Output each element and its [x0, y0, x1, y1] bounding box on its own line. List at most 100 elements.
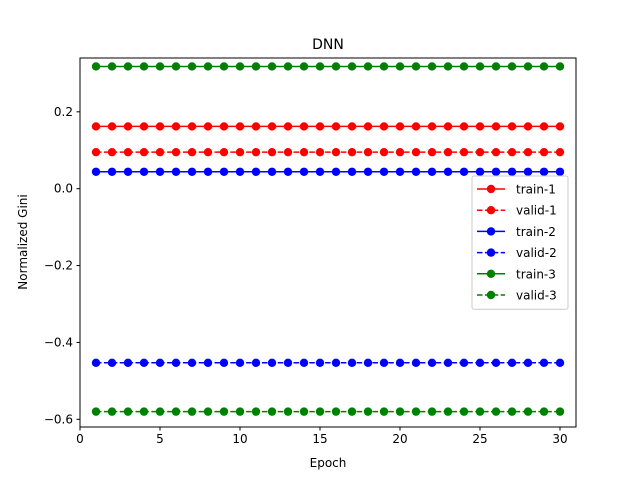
data-point	[475, 147, 485, 157]
data-point	[507, 407, 517, 416]
data-point	[283, 407, 293, 416]
data-point	[411, 62, 421, 71]
data-point	[187, 147, 197, 157]
data-point	[219, 122, 229, 131]
data-point	[347, 167, 357, 176]
legend-marker	[486, 227, 496, 236]
data-point	[443, 147, 453, 157]
data-point	[555, 62, 565, 71]
data-point	[347, 62, 357, 71]
data-point	[379, 407, 389, 416]
data-point	[523, 147, 533, 157]
data-point	[251, 122, 261, 131]
data-point	[459, 167, 469, 176]
data-point	[123, 122, 133, 131]
data-point	[363, 407, 373, 416]
data-point	[155, 122, 165, 131]
data-point	[443, 167, 453, 176]
data-point	[203, 358, 213, 368]
data-point	[91, 62, 101, 71]
data-point	[555, 167, 565, 176]
data-point	[331, 358, 341, 368]
legend-marker	[486, 248, 496, 257]
data-point	[475, 407, 485, 416]
data-point	[555, 122, 565, 131]
y-tick-label: 0.0	[54, 182, 73, 196]
data-point	[155, 167, 165, 176]
data-point	[267, 358, 277, 368]
y-tick-label: −0.2	[44, 259, 73, 273]
data-point	[155, 147, 165, 157]
data-point	[235, 167, 245, 176]
data-point	[267, 122, 277, 131]
data-point	[395, 358, 405, 368]
data-point	[315, 167, 325, 176]
data-point	[235, 147, 245, 157]
data-point	[443, 407, 453, 416]
data-point	[395, 122, 405, 131]
data-point	[507, 358, 517, 368]
data-point	[123, 407, 133, 416]
data-point	[475, 358, 485, 368]
x-axis-label: Epoch	[310, 456, 347, 470]
data-point	[235, 407, 245, 416]
legend-marker	[486, 184, 496, 194]
legend-box	[471, 175, 569, 310]
data-point	[283, 167, 293, 176]
data-point	[395, 167, 405, 176]
data-point	[523, 358, 533, 368]
data-point	[283, 122, 293, 131]
legend-label: valid-1	[516, 204, 557, 218]
data-point	[139, 62, 149, 71]
y-tick-label: −0.4	[44, 335, 73, 349]
data-point	[427, 122, 437, 131]
data-point	[283, 62, 293, 71]
data-point	[523, 62, 533, 71]
data-point	[459, 147, 469, 157]
data-point	[411, 358, 421, 368]
data-point	[123, 62, 133, 71]
data-point	[315, 62, 325, 71]
data-point	[475, 167, 485, 176]
x-tick-label: 15	[312, 432, 327, 446]
data-point	[523, 407, 533, 416]
data-point	[299, 122, 309, 131]
data-point	[91, 358, 101, 368]
data-point	[347, 407, 357, 416]
data-point	[107, 167, 117, 176]
data-point	[379, 62, 389, 71]
data-point	[251, 62, 261, 71]
legend-item: valid-2	[477, 246, 557, 260]
series-valid-1	[91, 147, 565, 157]
data-point	[443, 122, 453, 131]
data-point	[203, 167, 213, 176]
data-point	[523, 122, 533, 131]
data-point	[91, 167, 101, 176]
series-train-3	[91, 62, 565, 71]
data-point	[155, 358, 165, 368]
data-point	[411, 122, 421, 131]
data-point	[459, 407, 469, 416]
data-point	[299, 62, 309, 71]
data-point	[555, 147, 565, 157]
data-point	[475, 122, 485, 131]
data-point	[507, 147, 517, 157]
data-point	[171, 407, 181, 416]
data-point	[251, 147, 261, 157]
data-point	[267, 62, 277, 71]
legend-item: valid-3	[477, 289, 557, 303]
data-point	[331, 167, 341, 176]
series-valid-2	[91, 358, 565, 368]
data-point	[315, 358, 325, 368]
data-point	[491, 167, 501, 176]
data-point	[171, 358, 181, 368]
plot-frame	[79, 57, 577, 428]
data-point	[491, 407, 501, 416]
data-point	[107, 358, 117, 368]
data-point	[427, 167, 437, 176]
x-tick-label: 5	[156, 432, 164, 446]
data-point	[507, 62, 517, 71]
data-point	[203, 122, 213, 131]
data-point	[459, 122, 469, 131]
data-point	[299, 358, 309, 368]
